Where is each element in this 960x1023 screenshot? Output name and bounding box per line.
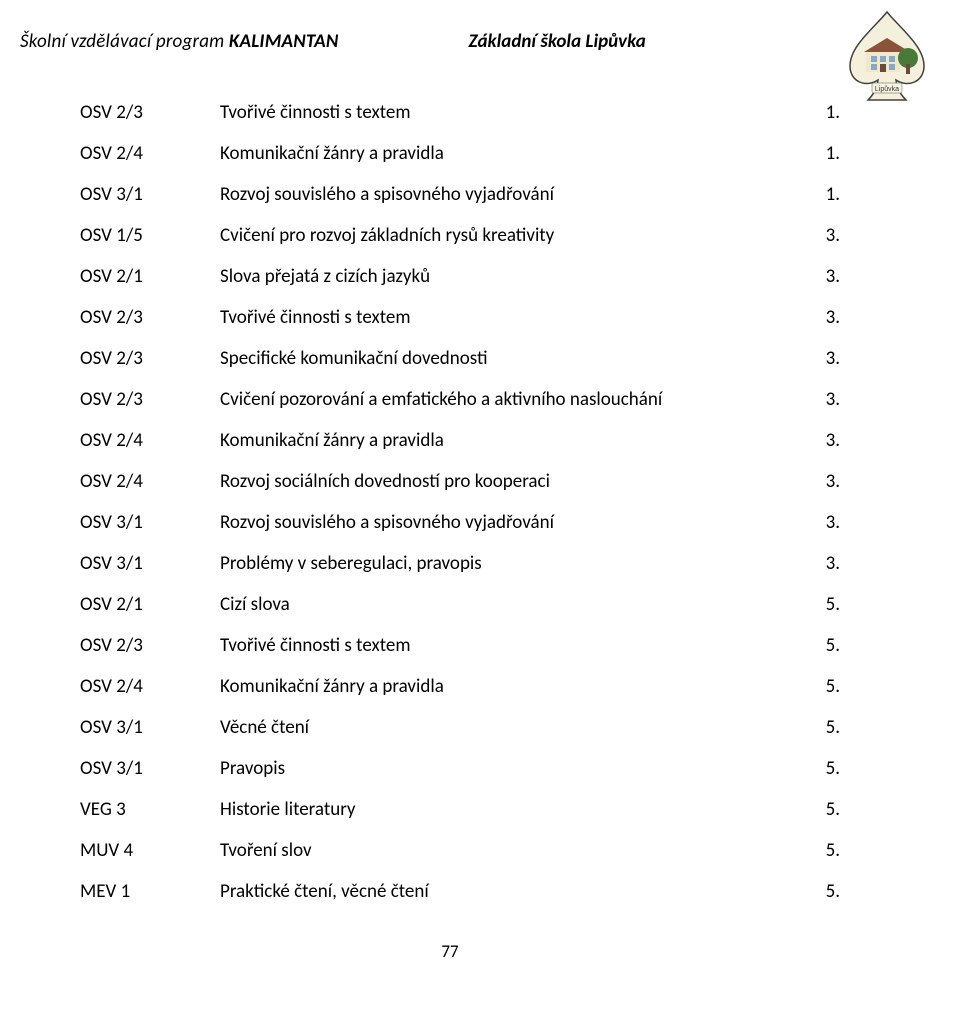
row-num: 3. — [800, 431, 840, 450]
row-code: OSV 2/4 — [80, 431, 220, 450]
table-row: OSV 2/4 Komunikační žánry a pravidla 1. — [80, 144, 840, 163]
table-row: OSV 2/3 Cvičení pozorování a emfatického… — [80, 390, 840, 409]
header-left-prefix: Školní vzdělávací program — [20, 30, 229, 53]
table-row: OSV 2/3 Tvořivé činnosti s textem 1. — [80, 103, 840, 122]
row-text: Komunikační žánry a pravidla — [220, 431, 800, 450]
table-row: VEG 3 Historie literatury 5. — [80, 800, 840, 819]
row-num: 3. — [800, 513, 840, 532]
content-table: OSV 2/3 Tvořivé činnosti s textem 1. OSV… — [80, 103, 840, 901]
row-num: 3. — [800, 390, 840, 409]
spade-logo-icon: Lipůvka — [844, 10, 930, 106]
row-text: Komunikační žánry a pravidla — [220, 677, 800, 696]
table-row: OSV 2/3 Specifické komunikační dovednost… — [80, 349, 840, 368]
row-text: Tvořivé činnosti s textem — [220, 636, 800, 655]
row-text: Cvičení pro rozvoj základních rysů kreat… — [220, 226, 800, 245]
row-code: OSV 2/3 — [80, 308, 220, 327]
row-num: 1. — [800, 144, 840, 163]
row-code: OSV 2/3 — [80, 636, 220, 655]
row-num: 5. — [800, 759, 840, 778]
row-num: 3. — [800, 226, 840, 245]
row-code: VEG 3 — [80, 800, 220, 819]
row-num: 1. — [800, 103, 840, 122]
table-row: MEV 1 Praktické čtení, věcné čtení 5. — [80, 882, 840, 901]
row-code: OSV 2/1 — [80, 595, 220, 614]
row-text: Tvořivé činnosti s textem — [220, 103, 800, 122]
row-text: Tvoření slov — [220, 841, 800, 860]
row-text: Pravopis — [220, 759, 800, 778]
row-num: 3. — [800, 554, 840, 573]
row-num: 5. — [800, 882, 840, 901]
logo-label: Lipůvka — [875, 85, 899, 93]
table-row: OSV 2/1 Cizí slova 5. — [80, 595, 840, 614]
table-row: OSV 1/5 Cvičení pro rozvoj základních ry… — [80, 226, 840, 245]
row-text: Cvičení pozorování a emfatického a aktiv… — [220, 390, 800, 409]
row-num: 5. — [800, 677, 840, 696]
table-row: OSV 3/1 Rozvoj souvislého a spisovného v… — [80, 185, 840, 204]
row-text: Rozvoj sociálních dovedností pro koopera… — [220, 472, 800, 491]
table-row: OSV 2/4 Komunikační žánry a pravidla 3. — [80, 431, 840, 450]
row-text: Cizí slova — [220, 595, 800, 614]
row-code: OSV 2/4 — [80, 677, 220, 696]
row-num: 3. — [800, 349, 840, 368]
row-text: Praktické čtení, věcné čtení — [220, 882, 800, 901]
row-code: OSV 3/1 — [80, 554, 220, 573]
row-text: Věcné čtení — [220, 718, 800, 737]
row-code: OSV 3/1 — [80, 759, 220, 778]
header-right: Základní škola Lipůvka — [469, 30, 646, 53]
school-logo: Lipůvka — [844, 10, 930, 111]
row-code: MEV 1 — [80, 882, 220, 901]
row-num: 1. — [800, 185, 840, 204]
row-num: 5. — [800, 595, 840, 614]
table-row: OSV 3/1 Rozvoj souvislého a spisovného v… — [80, 513, 840, 532]
row-num: 5. — [800, 718, 840, 737]
row-num: 3. — [800, 267, 840, 286]
row-code: OSV 2/4 — [80, 144, 220, 163]
row-code: MUV 4 — [80, 841, 220, 860]
table-row: OSV 2/4 Komunikační žánry a pravidla 5. — [80, 677, 840, 696]
header-left-bold: KALIMANTAN — [229, 30, 339, 53]
table-row: OSV 2/4 Rozvoj sociálních dovedností pro… — [80, 472, 840, 491]
row-code: OSV 2/3 — [80, 349, 220, 368]
table-row: OSV 2/1 Slova přejatá z cizích jazyků 3. — [80, 267, 840, 286]
row-text: Komunikační žánry a pravidla — [220, 144, 800, 163]
row-num: 3. — [800, 472, 840, 491]
table-row: OSV 3/1 Pravopis 5. — [80, 759, 840, 778]
table-row: OSV 2/3 Tvořivé činnosti s textem 5. — [80, 636, 840, 655]
row-code: OSV 3/1 — [80, 185, 220, 204]
row-code: OSV 2/1 — [80, 267, 220, 286]
row-code: OSV 2/3 — [80, 390, 220, 409]
page: Školní vzdělávací program KALIMANTAN Zák… — [0, 0, 960, 1023]
row-num: 3. — [800, 308, 840, 327]
table-row: OSV 3/1 Věcné čtení 5. — [80, 718, 840, 737]
row-text: Rozvoj souvislého a spisovného vyjadřová… — [220, 513, 800, 532]
table-row: OSV 2/3 Tvořivé činnosti s textem 3. — [80, 308, 840, 327]
row-text: Historie literatury — [220, 800, 800, 819]
row-code: OSV 2/3 — [80, 103, 220, 122]
row-num: 5. — [800, 636, 840, 655]
header-left: Školní vzdělávací program KALIMANTAN — [20, 30, 339, 53]
page-number: 77 — [20, 941, 880, 962]
table-row: MUV 4 Tvoření slov 5. — [80, 841, 840, 860]
row-num: 5. — [800, 800, 840, 819]
row-code: OSV 3/1 — [80, 718, 220, 737]
row-text: Tvořivé činnosti s textem — [220, 308, 800, 327]
table-row: OSV 3/1 Problémy v seberegulaci, pravopi… — [80, 554, 840, 573]
row-text: Rozvoj souvislého a spisovného vyjadřová… — [220, 185, 800, 204]
page-header: Školní vzdělávací program KALIMANTAN Zák… — [20, 30, 880, 53]
row-code: OSV 1/5 — [80, 226, 220, 245]
row-code: OSV 3/1 — [80, 513, 220, 532]
row-text: Problémy v seberegulaci, pravopis — [220, 554, 800, 573]
row-text: Specifické komunikační dovednosti — [220, 349, 800, 368]
row-num: 5. — [800, 841, 840, 860]
row-text: Slova přejatá z cizích jazyků — [220, 267, 800, 286]
row-code: OSV 2/4 — [80, 472, 220, 491]
